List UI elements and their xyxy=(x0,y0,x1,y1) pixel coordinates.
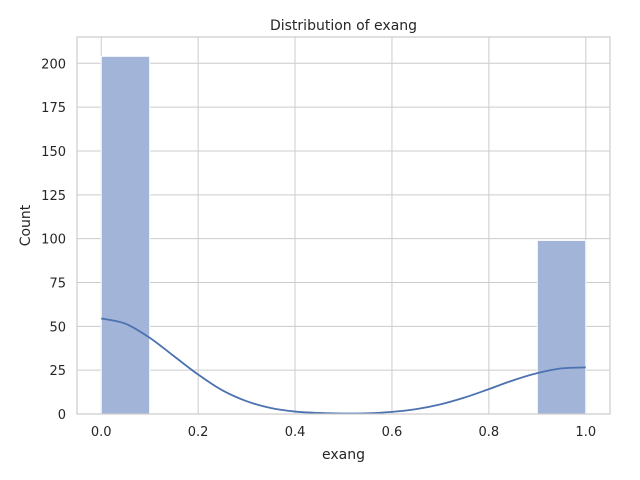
plot-frame xyxy=(76,36,611,415)
y-tick-label: 50 xyxy=(49,320,66,335)
y-tick-labels: 0 25 50 75 100 125 150 175 200 xyxy=(41,57,66,423)
x-tick-label: 0.2 xyxy=(188,425,209,440)
y-tick-label: 0 xyxy=(58,408,66,423)
x-tick-label: 0.8 xyxy=(479,425,500,440)
histogram-bars xyxy=(100,55,587,415)
y-tick-label: 100 xyxy=(41,233,66,248)
y-tick-label: 150 xyxy=(41,145,66,160)
histogram-bar xyxy=(536,239,587,415)
grid-lines xyxy=(77,37,610,415)
x-tick-label: 1.0 xyxy=(575,425,596,440)
x-tick-label: 0.6 xyxy=(382,425,403,440)
y-tick-label: 200 xyxy=(41,57,66,72)
chart-title: Distribution of exang xyxy=(270,18,417,34)
x-tick-label: 0.0 xyxy=(91,425,112,440)
y-axis-label: Count xyxy=(18,204,34,246)
y-tick-label: 25 xyxy=(49,364,66,379)
x-tick-labels: 0.0 0.2 0.4 0.6 0.8 1.0 xyxy=(91,425,596,440)
x-axis-label: exang xyxy=(322,447,365,463)
y-tick-label: 75 xyxy=(49,276,66,291)
histogram-bar xyxy=(100,55,151,415)
y-tick-label: 125 xyxy=(41,189,66,204)
x-tick-label: 0.4 xyxy=(285,425,306,440)
y-tick-label: 175 xyxy=(41,101,66,116)
